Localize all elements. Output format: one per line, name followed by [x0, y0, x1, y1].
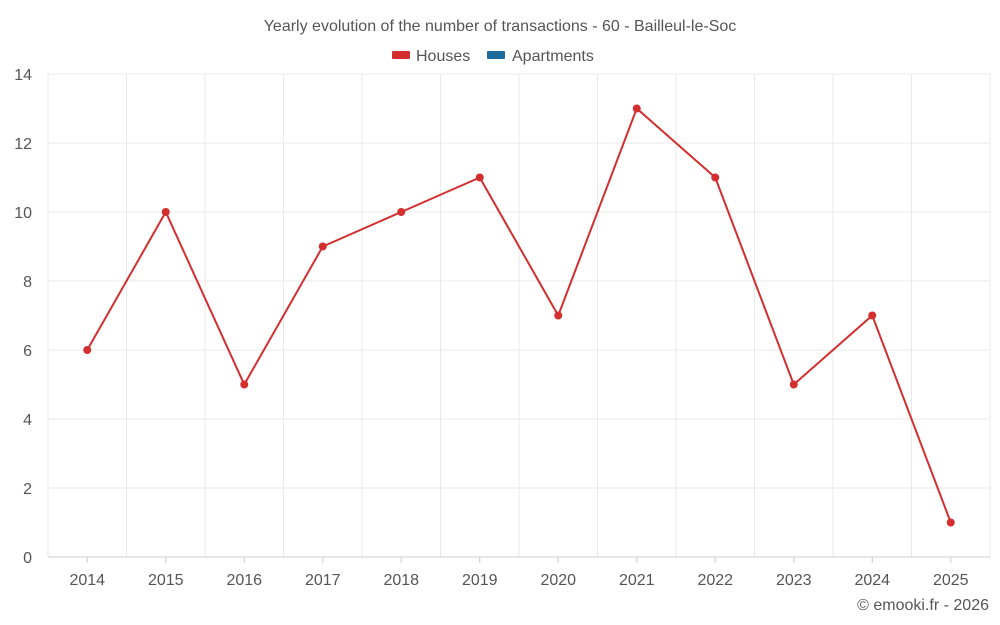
y-tick-label: 10 [14, 205, 32, 222]
chart-title: Yearly evolution of the number of transa… [264, 18, 737, 35]
data-point-houses[interactable] [475, 173, 484, 182]
data-point-houses[interactable] [789, 380, 798, 389]
x-tick-label: 2025 [933, 572, 969, 589]
legend-label-apartments: Apartments [512, 48, 594, 65]
x-tick-label: 2019 [462, 572, 498, 589]
data-point-houses[interactable] [711, 173, 720, 182]
y-axis-ticks: 0 2 4 6 8 10 12 14 [14, 67, 32, 567]
data-point-houses[interactable] [318, 242, 327, 251]
y-tick-label: 12 [14, 136, 32, 153]
y-tick-label: 2 [23, 481, 32, 498]
x-tick-label: 2024 [854, 572, 890, 589]
legend-item-apartments[interactable]: Apartments [487, 48, 594, 65]
x-tick-label: 2015 [148, 572, 184, 589]
credit-text: © emooki.fr - 2026 [857, 597, 989, 614]
x-tick-label: 2016 [226, 572, 262, 589]
x-tick-label: 2021 [619, 572, 655, 589]
x-tick-label: 2017 [305, 572, 341, 589]
data-point-houses[interactable] [83, 346, 92, 354]
x-tick-label: 2020 [540, 572, 576, 589]
data-point-houses[interactable] [946, 518, 955, 527]
data-point-houses[interactable] [397, 208, 406, 216]
data-point-houses[interactable] [632, 104, 641, 113]
y-tick-label: 8 [23, 274, 32, 291]
x-axis-ticks: 2014 2015 2016 2017 2018 2019 2020 2021 2022 2023… [69, 557, 969, 589]
legend: Houses Apartments [392, 48, 594, 65]
x-tick-label: 2023 [776, 572, 812, 589]
x-tick-label: 2018 [383, 572, 419, 589]
x-tick-label: 2022 [697, 572, 733, 589]
data-point-houses[interactable] [161, 208, 170, 216]
legend-swatch-apartments [487, 51, 505, 59]
data-point-houses[interactable] [868, 311, 877, 320]
legend-swatch-houses [392, 51, 410, 59]
y-tick-label: 14 [14, 67, 32, 84]
legend-label-houses: Houses [416, 48, 470, 65]
y-tick-label: 0 [23, 550, 32, 567]
series-layer [83, 104, 955, 527]
grid [47, 73, 991, 558]
data-point-houses[interactable] [554, 311, 563, 320]
y-tick-label: 4 [23, 412, 32, 429]
series-line-houses [86, 106, 952, 523]
x-tick-label: 2014 [69, 572, 105, 589]
y-tick-label: 6 [23, 343, 32, 360]
data-point-houses[interactable] [240, 380, 249, 389]
legend-item-houses[interactable]: Houses [392, 48, 470, 65]
